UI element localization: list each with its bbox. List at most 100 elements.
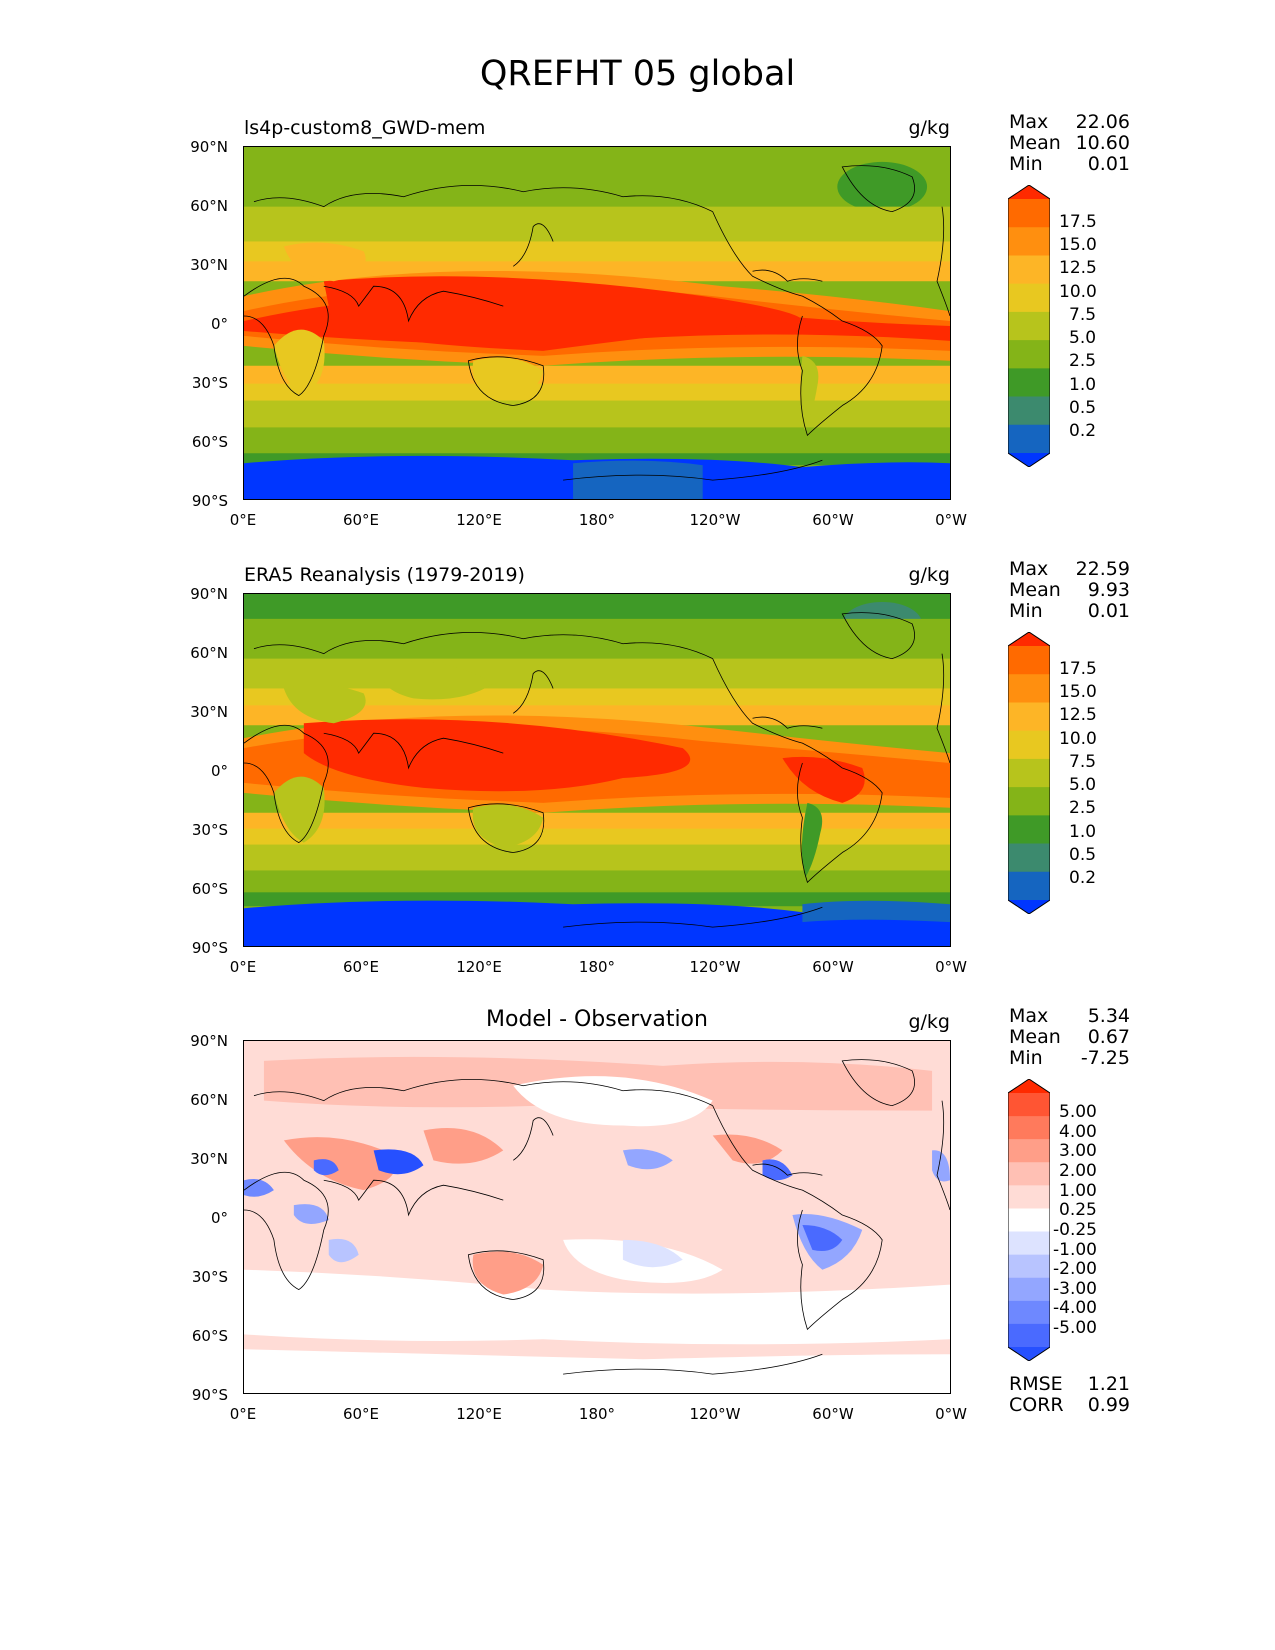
colorbar-segment [1008,368,1050,398]
lat-tick-label: 90°S [191,1386,228,1404]
colorbar-tick-label: 15.0 [1059,235,1097,255]
colorbar-segment [1008,340,1050,369]
colorbar-segment [1008,1254,1050,1279]
colorbar-tick-label: 2.5 [1069,351,1097,371]
colorbar-segment [1008,227,1050,256]
colorbar-segment [1008,453,1050,467]
colorbar-tick-label: 12.5 [1059,258,1097,278]
colorbar-segment [1008,900,1050,914]
min-label: Min [1009,153,1043,175]
colorbar-segment [1008,185,1050,199]
colorbar-tick-label: 1.0 [1069,822,1097,842]
lon-tick-label: 120°E [456,958,502,976]
colorbar-tick-label: 17.5 [1059,212,1097,232]
lon-tick-label: 0°W [935,511,967,529]
colorbar-tick-label: -4.00 [1053,1298,1097,1318]
lon-tick-label: 120°E [456,1405,502,1423]
lon-tick-label: 120°W [689,958,741,976]
colorbar-tick-label: 5.0 [1069,775,1097,795]
colorbar-segment [1008,255,1050,285]
colorbar-tick-label: 5.0 [1069,328,1097,348]
lon-tick-label: 120°W [689,511,741,529]
colorbar-segment [1008,815,1050,845]
lat-tick-label: 60°N [190,197,228,215]
colorbar-segment [1008,199,1050,228]
lat-tick-label: 60°S [191,1327,228,1345]
colorbar-segment [1008,1139,1050,1163]
colorbar-tick-label: 7.5 [1069,305,1097,325]
colorbar-tick-label: 0.5 [1069,398,1097,418]
colorbar-segment [1008,1185,1050,1209]
lon-tick-label: 120°E [456,511,502,529]
colorbar-tick-label: -5.00 [1053,1318,1097,1338]
lon-tick-label: 60°W [812,511,854,529]
colorbar-tick-label: 12.5 [1059,705,1097,725]
colorbar-tick-label: 1.0 [1069,375,1097,395]
map-observation [243,593,951,947]
lat-tick-label: 0° [210,315,228,333]
lon-tick-label: 0°W [935,958,967,976]
colorbar-tick-label: 2.00 [1059,1161,1097,1181]
lat-tick-label: 90°S [191,492,228,510]
lon-tick-label: 0°E [229,511,257,529]
colorbar-segment [1008,646,1050,675]
colorbar [1007,631,1051,915]
mean-value: 0.67 [1087,1026,1130,1048]
colorbar-tick-label: 10.0 [1059,729,1097,749]
colorbar [1007,1078,1051,1362]
colorbar-segment [1008,702,1050,732]
units-label: g/kg [908,564,950,586]
lon-tick-label: 0°E [229,1405,257,1423]
colorbar-segment [1008,758,1050,788]
lat-tick-label: 30°S [191,374,228,392]
min-value: 0.01 [1087,600,1130,622]
colorbar-tick-label: 0.2 [1069,868,1097,888]
lat-tick-label: 60°N [190,644,228,662]
colorbar-segment [1008,1208,1050,1233]
lat-tick-label: 30°N [190,256,228,274]
mean-value: 10.60 [1075,132,1130,154]
panel-subtitle: ls4p-custom8_GWD-mem [244,117,486,139]
max-label: Max [1009,111,1049,133]
lat-tick-label: 90°N [190,585,228,603]
colorbar-tick-label: 10.0 [1059,282,1097,302]
map-difference [243,1040,951,1394]
min-value: -7.25 [1080,1047,1130,1069]
rmse-value: 1.21 [1087,1373,1130,1395]
figure-title: QREFHT 05 global [479,54,796,94]
map-field [244,147,950,499]
lat-tick-label: 0° [210,1209,228,1227]
colorbar-segment [1008,632,1050,646]
colorbar-tick-label: 0.25 [1059,1200,1097,1220]
corr-label: CORR [1009,1394,1064,1416]
lon-tick-label: 180° [578,958,616,976]
corr-value: 0.99 [1087,1394,1130,1416]
colorbar-segment [1008,1231,1050,1256]
lat-tick-label: 90°N [190,138,228,156]
lat-tick-label: 30°N [190,1150,228,1168]
colorbar-segment [1008,1079,1050,1093]
max-value: 22.59 [1075,558,1130,580]
lon-tick-label: 120°W [689,1405,741,1423]
lon-tick-label: 0°E [229,958,257,976]
units-label: g/kg [908,117,950,139]
colorbar-tick-label: 0.5 [1069,845,1097,865]
mean-label: Mean [1009,1026,1061,1048]
colorbar-tick-label: 7.5 [1069,752,1097,772]
colorbar-tick-label: -1.00 [1053,1240,1097,1260]
colorbar-segment [1008,396,1050,426]
lat-tick-label: 30°S [191,1268,228,1286]
colorbar-tick-label: 5.00 [1059,1102,1097,1122]
colorbar-tick-label: -3.00 [1053,1279,1097,1299]
colorbar-segment [1008,730,1050,760]
colorbar-segment [1008,1116,1050,1140]
lon-tick-label: 60°W [812,958,854,976]
colorbar-segment [1008,843,1050,873]
lon-tick-label: 60°W [812,1405,854,1423]
lat-tick-label: 60°S [191,433,228,451]
colorbar [1007,184,1051,468]
colorbar-tick-label: -0.25 [1053,1220,1097,1240]
lat-tick-label: 0° [210,762,228,780]
colorbar-tick-label: 4.00 [1059,1122,1097,1142]
lon-tick-label: 0°W [935,1405,967,1423]
